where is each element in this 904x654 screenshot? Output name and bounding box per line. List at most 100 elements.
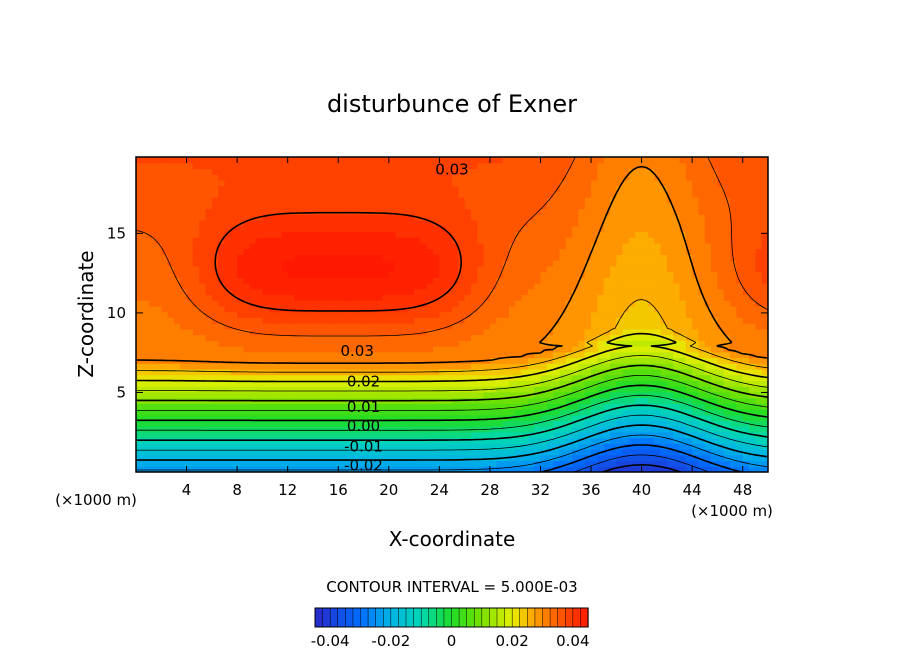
field-cell [344, 328, 352, 336]
field-cell [502, 409, 510, 416]
field-cell [458, 283, 466, 290]
field-cell [591, 288, 598, 296]
field-cell [218, 409, 226, 416]
field-cell [218, 174, 226, 181]
field-cell [211, 305, 219, 313]
field-cell [660, 305, 668, 313]
field-cell [578, 311, 586, 318]
field-cell [268, 311, 276, 318]
field-cell [262, 386, 270, 393]
field-cell [452, 340, 459, 347]
field-cell [622, 300, 630, 307]
field-cell [350, 260, 358, 267]
field-cell [641, 260, 649, 267]
field-cell [420, 242, 428, 250]
field-cell [319, 357, 327, 364]
field-cell [591, 208, 598, 215]
field-cell [401, 283, 409, 290]
field-cell [319, 300, 327, 307]
field-cell [319, 420, 327, 427]
field-cell [312, 431, 320, 439]
field-cell [376, 300, 384, 307]
field-cell [331, 420, 339, 427]
field-cell [534, 443, 542, 450]
field-cell [218, 168, 226, 175]
field-cell [192, 294, 200, 301]
field-cell [559, 437, 567, 444]
field-cell [376, 340, 384, 347]
field-cell [205, 409, 213, 416]
field-cell [433, 254, 440, 261]
field-cell [527, 409, 535, 416]
field-cell [262, 317, 270, 324]
field-cell [300, 220, 308, 227]
field-cell [306, 414, 314, 422]
field-cell [230, 409, 238, 416]
field-cell [142, 340, 150, 347]
field-cell [136, 248, 143, 255]
field-cell [186, 248, 194, 255]
field-cell [685, 374, 693, 381]
field-cell [237, 466, 245, 472]
field-cell [338, 454, 346, 462]
field-cell [230, 231, 238, 238]
field-cell [426, 231, 434, 238]
field-cell [483, 397, 491, 404]
field-cell [534, 305, 542, 313]
field-cell [312, 328, 320, 336]
field-cell [401, 179, 409, 187]
field-cell [154, 294, 162, 301]
field-cell [679, 174, 687, 181]
field-cell [230, 323, 238, 330]
field-cell [154, 157, 162, 164]
field-cell [376, 311, 384, 318]
field-cell [641, 231, 649, 238]
field-cell [616, 351, 624, 359]
field-cell [205, 340, 213, 347]
field-cell [363, 334, 371, 341]
field-cell [521, 323, 529, 330]
field-cell [597, 380, 605, 387]
field-cell [578, 449, 586, 456]
field-cell [496, 197, 504, 204]
field-cell [464, 294, 472, 301]
field-cell [363, 254, 371, 261]
field-cell [192, 403, 200, 410]
field-cell [470, 208, 478, 215]
field-cell [666, 414, 674, 422]
field-cell [572, 220, 579, 227]
field-cell [237, 265, 245, 273]
field-cell [338, 231, 346, 238]
field-cell [489, 197, 497, 204]
field-cell [426, 185, 434, 192]
field-cell [496, 254, 504, 261]
field-cell [363, 185, 371, 192]
field-cell [565, 185, 573, 192]
field-cell [635, 374, 643, 381]
field-cell [382, 386, 390, 393]
field-cell [445, 248, 453, 255]
field-cell [294, 283, 301, 290]
field-cell [559, 260, 567, 267]
field-cell [136, 317, 143, 324]
field-cell [597, 231, 605, 238]
field-cell [654, 334, 662, 341]
field-cell [357, 454, 365, 462]
field-cell [458, 242, 466, 250]
field-cell [584, 420, 592, 427]
field-cell [591, 197, 598, 204]
field-cell [660, 328, 668, 336]
field-cell [616, 271, 624, 278]
field-cell [319, 454, 327, 462]
field-cell [458, 414, 466, 422]
field-cell [287, 254, 295, 261]
field-cell [136, 265, 143, 273]
field-cell [224, 162, 232, 170]
field-cell [256, 225, 263, 233]
field-cell [312, 168, 320, 175]
field-cell [256, 168, 263, 175]
field-cell [401, 168, 409, 175]
field-cell [199, 317, 207, 324]
field-cell [224, 242, 232, 250]
field-cell [483, 311, 491, 318]
